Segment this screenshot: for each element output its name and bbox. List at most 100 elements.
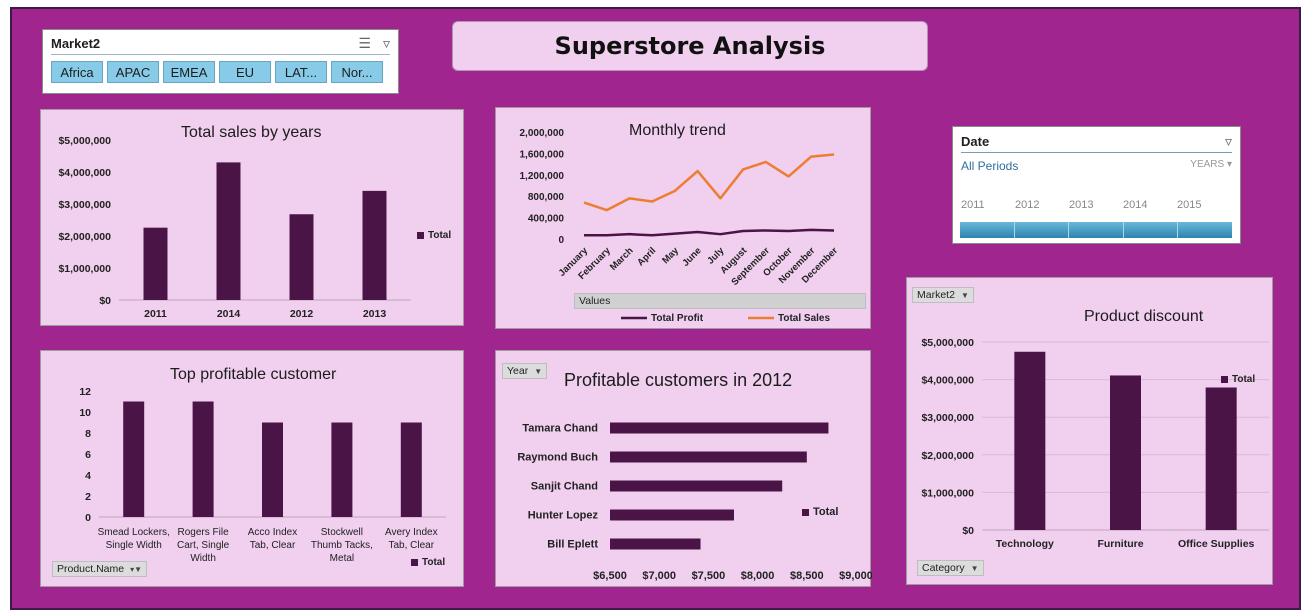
chart-title: Product discount [1084,308,1204,325]
y-tick-label: $3,000,000 [58,199,111,211]
market-item-eu[interactable]: EU [219,61,271,83]
product-name-field-button[interactable]: Product.Name ▾▼ [52,561,148,577]
date-slicer: Date ▿ All Periods YEARS ▾ 2011 2012 201… [952,126,1241,244]
market-field-label: Market2 [917,289,955,301]
profitable-customers-2012-chart[interactable]: Profitable customers in 2012 Year ▼ Tamar… [495,350,872,587]
chevron-down-icon[interactable]: ▼ [970,563,979,573]
chart-title: Monthly trend [629,122,726,139]
y-tick-label: $5,000,000 [921,337,974,349]
x-tick-label: Avery Index [385,527,438,538]
y-tick-label: 0 [558,235,564,246]
market-item-north[interactable]: Nor... [331,61,383,83]
market-field-button[interactable]: Market2 ▼ [912,287,974,303]
y-tick-label: $2,000,000 [58,231,111,243]
chevron-down-icon[interactable]: ▼ [534,366,543,376]
y-tick-label: 2 [85,491,91,503]
timeline-year[interactable]: 2011 [961,199,985,211]
y-tick-label: 12 [79,386,91,398]
y-tick-label: 10 [79,407,91,419]
x-tick-label: Technology [996,538,1054,550]
legend-label: Total [813,506,839,518]
product-discount-plot: $0 $1,000,000 $2,000,000 $3,000,000 $4,000,0… [921,337,1269,550]
x-tick-label: Tab, Clear [389,540,435,551]
chevron-down-icon[interactable]: ▼ [960,290,969,300]
timeline-year[interactable]: 2013 [1069,199,1094,211]
bar [331,422,353,517]
clear-filter-icon[interactable]: ▿ [1224,133,1232,149]
y-tick-label: 800,000 [528,192,565,203]
y-tick-label: $4,000,000 [921,375,974,387]
legend-swatch [1221,376,1228,383]
year-field-button[interactable]: Year ▼ [502,363,548,379]
x-tick-label: May [660,245,681,266]
category-field-button[interactable]: Category ▼ [917,560,984,576]
chart-legend: Total [411,557,445,568]
bar [262,422,283,517]
bar [216,162,241,300]
y-tick-label: $5,000,000 [58,135,111,147]
sales-by-years-plot: $0 $1,000,000 $2,000,000 $3,000,000 $4,000,0… [58,135,411,320]
legend-label: Total [428,230,452,241]
y-tick-label: $1,000,000 [921,487,974,499]
market-item-emea[interactable]: EMEA [163,61,215,83]
monthly-trend-plot: 0 400,000 800,000 1,200,000 1,600,000 2,000,0… [520,128,841,324]
values-field-button[interactable]: Values [574,293,866,309]
chart-legend: Total [802,506,838,518]
chart-title: Total sales by years [181,124,322,141]
x-tick-label: 2014 [217,308,241,320]
date-level-dropdown[interactable]: YEARS ▾ [1190,159,1232,170]
product-name-field-label: Product.Name [57,563,125,575]
bar [362,190,387,300]
dashboard-canvas: Market2 ☰ ▿ Africa APAC EMEA EU LAT... N… [10,7,1301,610]
timeline-year[interactable]: 2014 [1123,199,1148,211]
legend-label: Total Sales [778,313,830,324]
chart-title: Top profitable customer [170,366,337,383]
x-tick-label: 2012 [290,308,314,320]
x-tick-label: Smead Lockers, [98,527,170,538]
market-item-africa[interactable]: Africa [51,61,103,83]
bar [1205,387,1237,530]
series-line [584,228,835,237]
multi-select-icon[interactable]: ☰ [358,35,371,51]
bar [610,451,807,463]
timeline-year[interactable]: 2015 [1177,199,1202,211]
x-tick-label: $8,000 [741,570,775,582]
y-tick-label: 0 [85,512,91,524]
timeline-bar[interactable] [960,222,1232,238]
legend-label: Total [1232,374,1256,385]
x-tick-label: $7,000 [642,570,676,582]
date-level-value: YEARS [1190,159,1225,170]
clear-filter-icon[interactable]: ▿ [382,35,390,51]
monthly-trend-chart[interactable]: Monthly trend 0 400,000 800,000 1,200,000 1,… [495,107,871,329]
y-tick-label: 1,200,000 [520,171,565,182]
y-tick-label: Bill Eplett [547,539,598,551]
x-tick-label: Thumb Tacks, [311,540,373,551]
x-tick-label: 2011 [144,308,167,320]
x-tick-label: June [680,245,703,268]
sales-by-years-chart[interactable]: Total sales by years $0 $1,000,000 $2,000,… [40,109,464,326]
legend-swatch [417,232,424,239]
legend-swatch [411,559,418,566]
y-tick-label: $1,000,000 [58,263,111,275]
legend-swatch [802,508,809,516]
legend-label: Total [422,557,446,568]
x-tick-label: $7,500 [692,570,726,582]
x-tick-label: Metal [330,553,354,564]
y-tick-label: 4 [85,470,91,482]
filter-dropdown-icon[interactable]: ▾▼ [130,564,143,574]
bar [123,401,145,517]
bar [1014,351,1046,530]
market-slicer-title: Market2 [51,36,101,51]
market-item-latam[interactable]: LAT... [275,61,327,83]
y-tick-label: 400,000 [528,214,565,225]
product-discount-chart[interactable]: Market2 ▼ Product discount $0 $1,000,000 $2… [906,277,1273,585]
y-tick-label: Tamara Chand [522,423,598,435]
timeline-year[interactable]: 2012 [1015,199,1040,211]
y-tick-label: $3,000,000 [921,412,974,424]
profitable-customers-plot: Tamara Chand Raymond Buch Sanjit Chand Hunt… [517,422,872,582]
y-tick-label: $0 [99,295,111,307]
chart-legend: Total [417,230,451,241]
top-profitable-customer-chart[interactable]: Top profitable customer 0 2 4 6 8 10 12 Smead L… [40,350,464,587]
market-item-apac[interactable]: APAC [107,61,159,83]
y-tick-label: $0 [962,525,974,537]
